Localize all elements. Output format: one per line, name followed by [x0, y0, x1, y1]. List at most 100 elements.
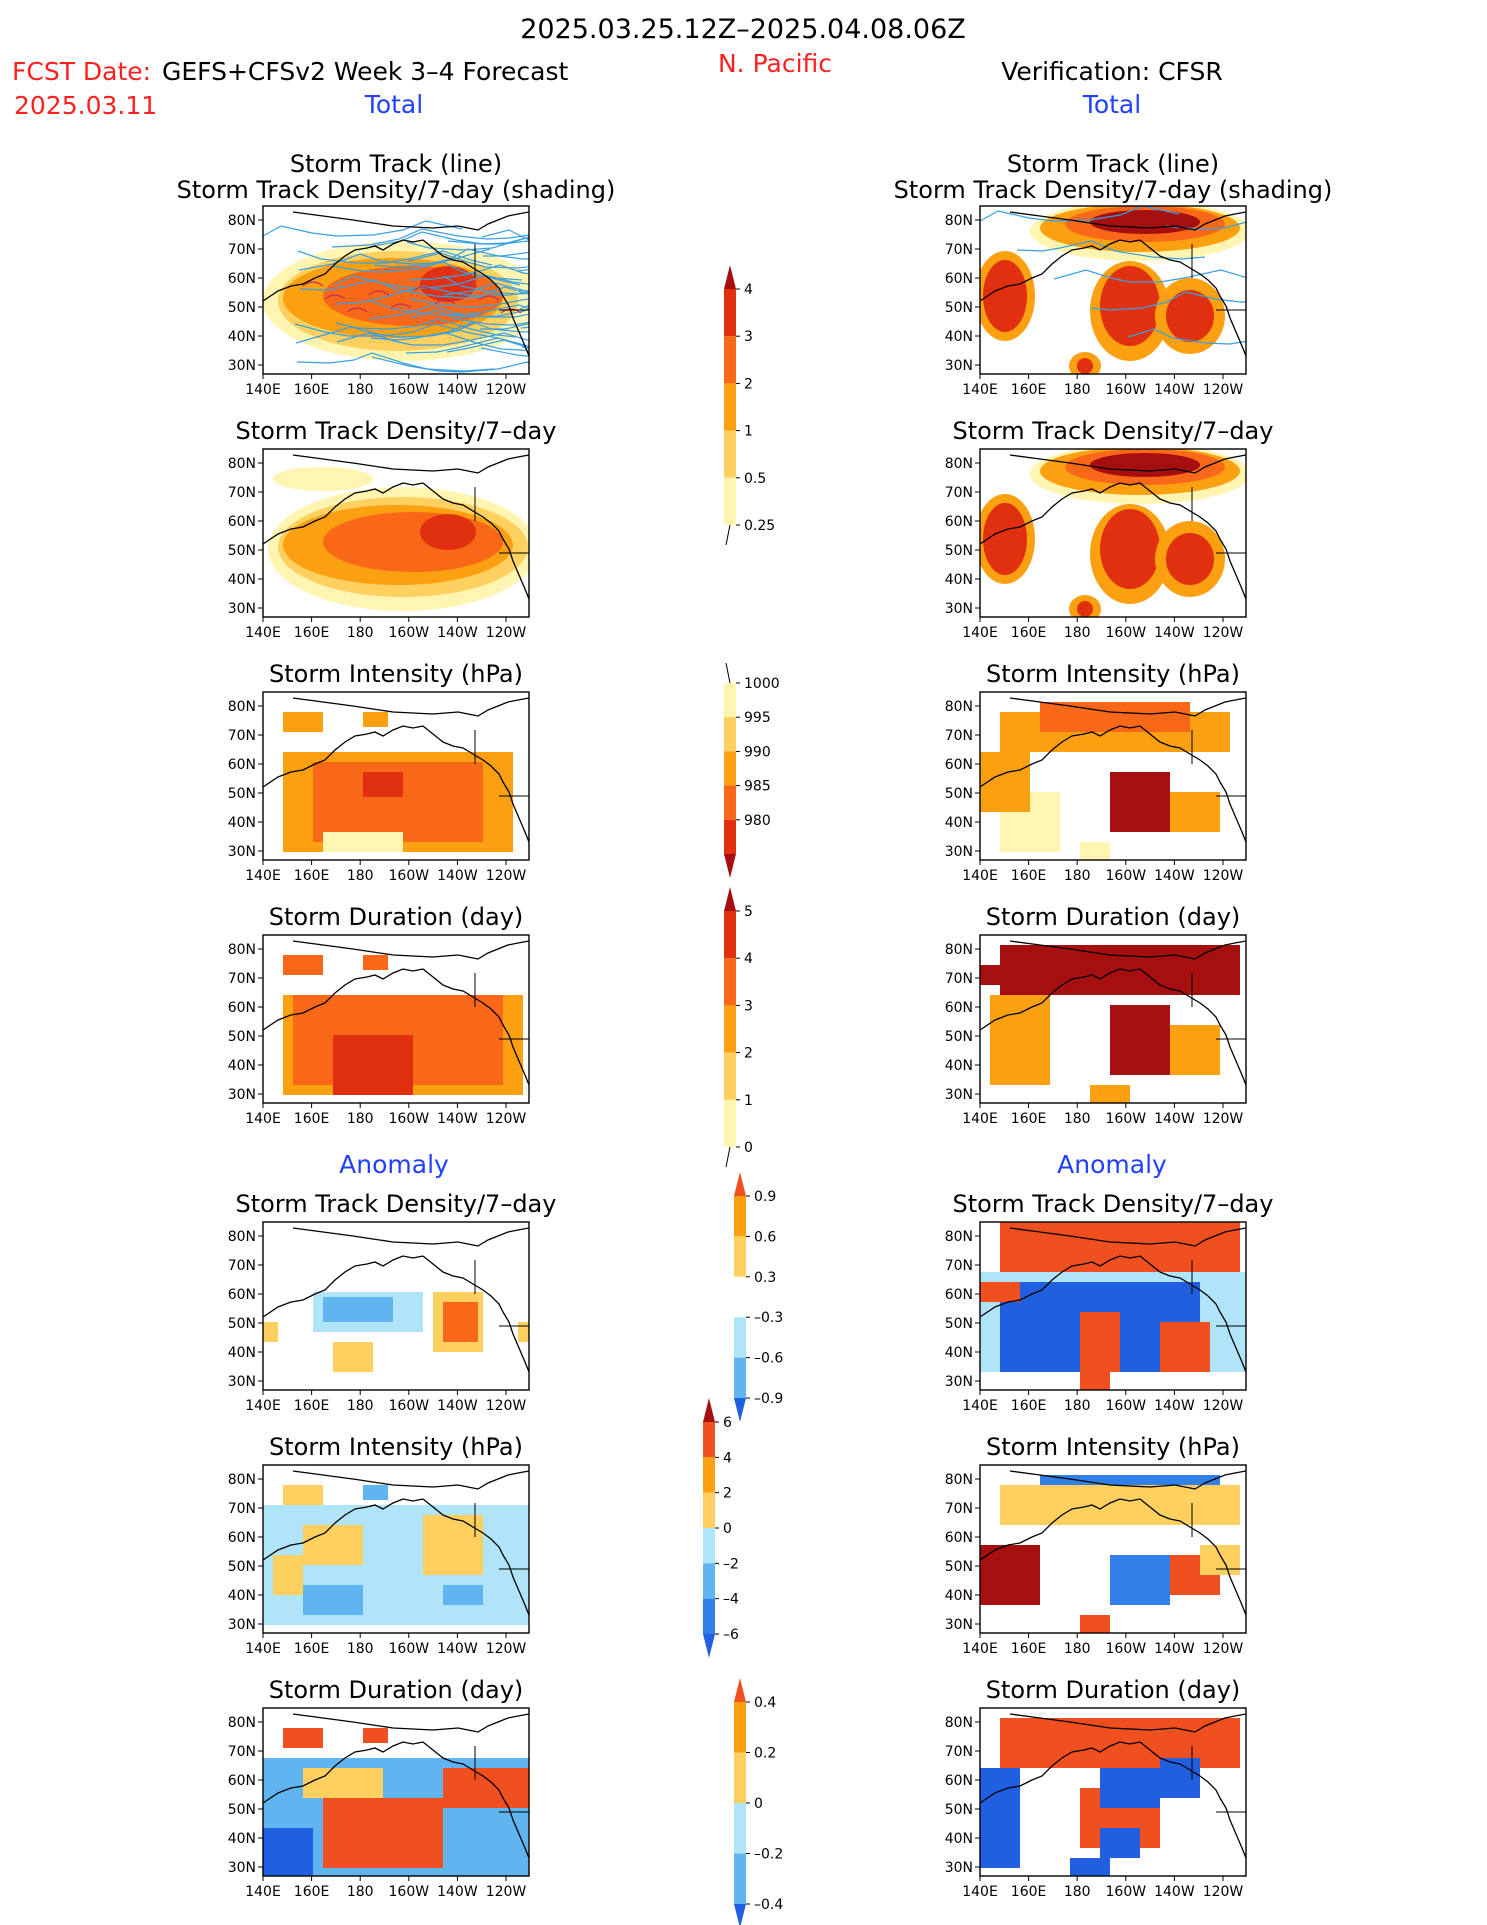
period-title: 2025.03.25.12Z–2025.04.08.06Z	[520, 14, 966, 45]
shading-cell	[1170, 1025, 1220, 1075]
map-area: 80N 70N 60N 50N 40N 30N 140E 160E 180 160W 140W 120…	[228, 1707, 530, 1900]
coastline	[263, 239, 424, 302]
colorbar-swatch	[724, 477, 736, 525]
y-tick-label: 80N	[228, 456, 256, 472]
storm-track-line	[446, 339, 529, 353]
storm-track-line	[443, 282, 529, 296]
colorbar-swatch	[724, 911, 736, 959]
colorbar-label: 0.25	[744, 518, 775, 534]
shading-cell	[1070, 1858, 1110, 1876]
shading-cell	[1160, 1322, 1210, 1372]
coastline	[263, 725, 424, 788]
coastline	[457, 1470, 529, 1490]
map-frame	[979, 448, 1247, 618]
x-tick-label: 140E	[962, 1884, 998, 1900]
map-shading	[263, 1222, 529, 1390]
storm-track-line	[372, 231, 529, 247]
y-tick-label: 70N	[228, 485, 256, 501]
storm-track-line	[408, 264, 529, 281]
map-panel-right-1: Storm Track (line)Storm Track Density/7-…	[894, 150, 1333, 398]
map-shading	[263, 692, 529, 860]
y-tick-label: 40N	[945, 1588, 973, 1604]
y-tick-label: 70N	[228, 1258, 256, 1274]
map-area: 80N 70N 60N 50N 40N 30N 140E 160E 180 160W 140W 120…	[945, 934, 1247, 1127]
colorbar-swatch	[734, 1678, 746, 1702]
coastline	[1139, 1498, 1246, 1616]
storm-track-line	[1164, 221, 1246, 230]
colorbar-label: 985	[744, 779, 771, 795]
storm-track-line	[294, 323, 499, 339]
shading-cell	[1080, 1312, 1120, 1372]
colorbar-label: –4	[723, 1592, 739, 1608]
x-tick-label: 160W	[1106, 1641, 1147, 1657]
x-tick-label: 160E	[294, 1111, 330, 1127]
x-tick-label: 120W	[486, 1641, 527, 1657]
x-tick-label: 120W	[1203, 1641, 1244, 1657]
coastline	[292, 1227, 459, 1245]
colorbar-label: –0.9	[754, 1391, 783, 1407]
storm-track-line	[368, 290, 390, 296]
colorbar-swatch	[703, 1422, 715, 1458]
y-tick-label: 60N	[228, 757, 256, 773]
colorbar-label: 0.4	[754, 1695, 776, 1711]
map-shading	[263, 1708, 529, 1876]
storm-track-line	[518, 289, 529, 292]
colorbar-label: 0.2	[754, 1746, 776, 1762]
storm-track-line	[1016, 240, 1206, 260]
shading-cell	[303, 1585, 363, 1615]
shading-cell	[363, 712, 388, 727]
y-tick-label: 40N	[945, 1345, 973, 1361]
panel-title: Storm Intensity (hPa)	[269, 1433, 523, 1461]
storm-track-line	[334, 285, 529, 305]
storm-track-line	[517, 268, 529, 272]
coastline	[263, 1741, 424, 1804]
storm-track-line	[483, 251, 529, 257]
shading-cell	[1200, 1545, 1240, 1575]
y-tick-label: 60N	[228, 1773, 256, 1789]
x-tick-label: 160W	[1106, 1884, 1147, 1900]
map-panel-left-3: Storm Intensity (hPa) 80N 70N 60N 50N 40N 30N 1…	[228, 660, 530, 884]
y-tick-label: 30N	[228, 1860, 256, 1876]
x-tick-label: 140E	[245, 868, 281, 884]
storm-track-line	[409, 297, 529, 308]
shading-cell	[1110, 1555, 1170, 1605]
shading-cell	[1100, 1768, 1160, 1808]
x-tick-label: 120W	[486, 1398, 527, 1414]
map-panel-left-7: Storm Duration (day) 80N 70N 60N 50N 40N 30N 14…	[228, 1676, 530, 1900]
shading-cell	[1110, 1005, 1170, 1075]
x-tick-label: 160W	[1106, 625, 1147, 641]
total-label-right: Total	[1082, 90, 1141, 119]
coastline	[1139, 239, 1246, 357]
shading-cell	[1040, 702, 1190, 732]
colorbar-swatch	[724, 336, 736, 384]
colorbar-swatch	[734, 1357, 746, 1398]
x-tick-label: 160E	[294, 868, 330, 884]
map-panel-right-3: Storm Intensity (hPa) 80N 70N 60N 50N 40N 30N 1…	[945, 660, 1247, 884]
coastline	[292, 1713, 459, 1731]
coastline	[457, 211, 529, 231]
shading-cell	[1080, 1372, 1110, 1390]
coastline	[1174, 454, 1246, 474]
colorbar-density: 4 3 2 1 0.5 0.25	[724, 265, 775, 546]
shading-cell	[1090, 1085, 1130, 1103]
map-shading	[980, 935, 1246, 1103]
y-tick-label: 60N	[945, 1773, 973, 1789]
y-tick-label: 80N	[228, 213, 256, 229]
map-frame	[979, 1464, 1247, 1634]
map-area: 80N 70N 60N 50N 40N 30N 140E 160E 180 160W 140W 120…	[228, 1221, 530, 1414]
panel-title: Storm Intensity (hPa)	[269, 660, 523, 688]
y-tick-label: 50N	[228, 543, 256, 559]
region-title: N. Pacific	[718, 49, 832, 78]
storm-track-line	[335, 318, 517, 338]
x-tick-label: 160E	[1011, 625, 1047, 641]
density-contour	[1100, 509, 1160, 589]
x-tick-label: 140W	[1154, 1111, 1195, 1127]
density-contour	[983, 260, 1027, 332]
shading-cell	[283, 1728, 323, 1748]
x-tick-label: 140W	[1154, 625, 1195, 641]
x-tick-label: 160W	[389, 1884, 430, 1900]
y-tick-label: 60N	[945, 1530, 973, 1546]
y-tick-label: 80N	[945, 942, 973, 958]
map-panel-left-4: Storm Duration (day) 80N 70N 60N 50N 40N 30N 14…	[228, 903, 530, 1127]
x-tick-label: 140E	[245, 625, 281, 641]
